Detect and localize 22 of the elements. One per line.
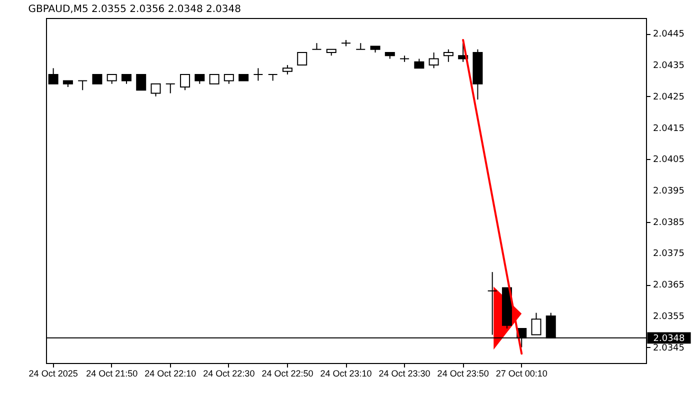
- x-tick-label: 24 Oct 22:50: [262, 368, 314, 378]
- chart-title: GBPAUD,M5 2.0355 2.0356 2.0348 2.0348: [28, 4, 242, 15]
- y-tick-label: 2.0345: [653, 343, 684, 354]
- ref-line-label: 2.0348: [653, 334, 686, 344]
- x-tick-label: 24 Oct 23:50: [437, 368, 489, 378]
- x-tick-label: 24 Oct 23:10: [320, 368, 372, 378]
- x-tick-label: 24 Oct 21:50: [86, 368, 138, 378]
- x-tick-label: 24 Oct 2025: [28, 368, 78, 378]
- y-tick-label: 2.0385: [653, 218, 684, 228]
- y-tick-label: 2.0355: [653, 312, 684, 322]
- y-tick-label: 2.0425: [653, 92, 684, 102]
- x-tick-label: 24 Oct 22:30: [203, 368, 255, 378]
- y-tick-label: 2.0365: [653, 280, 684, 291]
- x-tick-label: 24 Oct 23:30: [378, 368, 430, 378]
- y-tick-label: 2.0435: [653, 61, 684, 72]
- y-tick-label: 2.0415: [653, 124, 684, 134]
- x-tick-label: 27 Oct 00:10: [496, 368, 548, 378]
- y-tick-label: 2.0395: [653, 186, 684, 196]
- y-tick-label: 2.0445: [653, 30, 684, 40]
- x-tick-label: 24 Oct 22:10: [144, 368, 196, 378]
- y-tick-label: 2.0405: [653, 155, 684, 166]
- y-tick-label: 2.0375: [653, 249, 684, 260]
